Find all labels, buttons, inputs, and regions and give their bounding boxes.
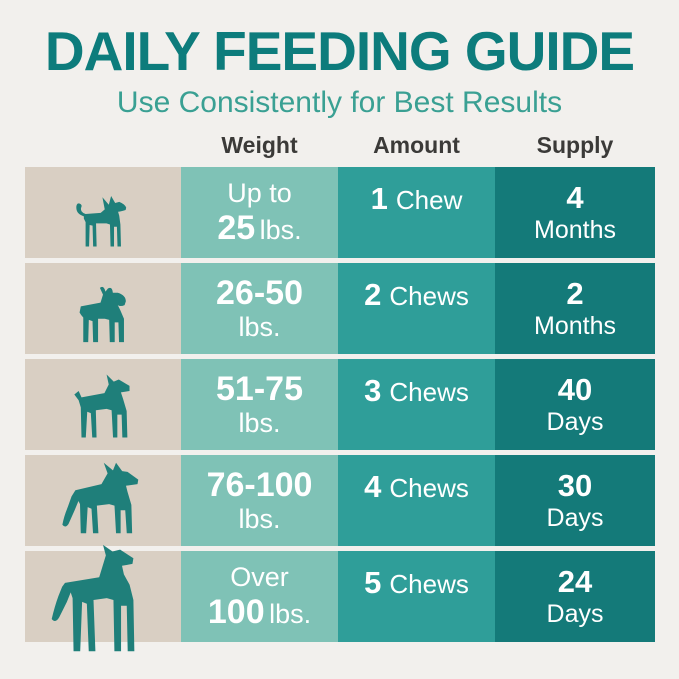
weight-cell: Over 100 lbs. xyxy=(181,551,338,642)
chew-count: 3 xyxy=(364,373,382,409)
supply-value: 4 xyxy=(566,180,584,216)
column-header-row: Weight Amount Supply xyxy=(25,131,655,167)
weight-cell: Up to 25 lbs. xyxy=(181,167,338,258)
chew-unit: Chews xyxy=(389,473,469,504)
weight-unit: lbs. xyxy=(238,504,281,535)
amount-cell: 4 Chews xyxy=(338,455,495,546)
weight-range-bold: 76-100 xyxy=(206,466,313,505)
weight-value-bold: 100 xyxy=(207,592,265,631)
supply-unit: Days xyxy=(546,599,604,628)
page-subtitle: Use Consistently for Best Results xyxy=(116,86,563,119)
amount-cell: 5 Chews xyxy=(338,551,495,642)
supply-value: 30 xyxy=(557,468,593,504)
dog-cell xyxy=(25,167,181,258)
supply-unit: Days xyxy=(546,407,604,436)
supply-cell: 30 Days xyxy=(495,455,655,546)
boxer-silhouette-icon xyxy=(74,374,130,438)
dog-cell xyxy=(25,544,181,652)
supply-unit: Months xyxy=(534,311,616,340)
supply-cell: 4 Months xyxy=(495,167,655,258)
weight-range-bold: 51-75 xyxy=(216,370,303,409)
chew-unit: Chews xyxy=(389,377,469,408)
table-row: 51-75 lbs. 3 Chews 40 Days xyxy=(25,359,655,450)
supply-value: 40 xyxy=(557,372,593,408)
chew-unit: Chew xyxy=(395,185,463,216)
amount-cell: 3 Chews xyxy=(338,359,495,450)
supply-cell: 24 Days xyxy=(495,551,655,642)
weight-range-bold: 26-50 xyxy=(216,274,303,313)
column-header-spacer xyxy=(25,159,181,167)
dog-cell xyxy=(25,359,181,450)
supply-cell: 2 Months xyxy=(495,263,655,354)
table-row: Up to 25 lbs. 1 Chew 4 Months xyxy=(25,167,655,258)
chew-count: 2 xyxy=(364,277,382,313)
column-header-amount: Amount xyxy=(373,132,460,158)
weight-range-text: Over xyxy=(230,562,289,593)
amount-cell: 1 Chew xyxy=(338,167,495,258)
supply-value: 2 xyxy=(566,276,584,312)
weight-cell: 26-50 lbs. xyxy=(181,263,338,354)
table-row: 76-100 lbs. 4 Chews 30 Days xyxy=(25,455,655,546)
supply-unit: Months xyxy=(534,215,616,244)
weight-unit: lbs. xyxy=(269,598,312,629)
dog-cell xyxy=(25,263,181,354)
chew-count: 1 xyxy=(370,181,388,217)
dog-cell xyxy=(25,455,181,546)
column-header-supply: Supply xyxy=(536,132,614,158)
chihuahua-silhouette-icon xyxy=(76,196,127,247)
feeding-table: Weight Amount Supply Up to 25 lbs. 1 Chew… xyxy=(25,131,655,652)
chew-unit: Chews xyxy=(389,281,469,312)
table-row: 26-50 lbs. 2 Chews 2 Months xyxy=(25,263,655,354)
weight-unit: lbs. xyxy=(259,214,302,245)
page-title: DAILY FEEDING GUIDE xyxy=(44,20,635,82)
weight-unit: lbs. xyxy=(238,312,281,343)
german-shepherd-silhouette-icon xyxy=(62,462,139,534)
chew-unit: Chews xyxy=(389,569,469,600)
weight-cell: 51-75 lbs. xyxy=(181,359,338,450)
weight-range-text: Up to xyxy=(227,178,292,209)
french-bulldog-silhouette-icon xyxy=(79,286,126,343)
chew-count: 4 xyxy=(364,469,382,505)
column-header-weight: Weight xyxy=(221,132,298,158)
supply-cell: 40 Days xyxy=(495,359,655,450)
weight-value-bold: 25 xyxy=(217,208,256,247)
supply-unit: Days xyxy=(546,503,604,532)
table-row: Over 100 lbs. 5 Chews 24 Days xyxy=(25,544,655,652)
weight-unit: lbs. xyxy=(238,408,281,439)
weight-cell: 76-100 lbs. xyxy=(181,455,338,546)
great-dane-silhouette-icon xyxy=(51,544,135,652)
supply-value: 24 xyxy=(557,564,593,600)
chew-count: 5 xyxy=(364,565,382,601)
amount-cell: 2 Chews xyxy=(338,263,495,354)
